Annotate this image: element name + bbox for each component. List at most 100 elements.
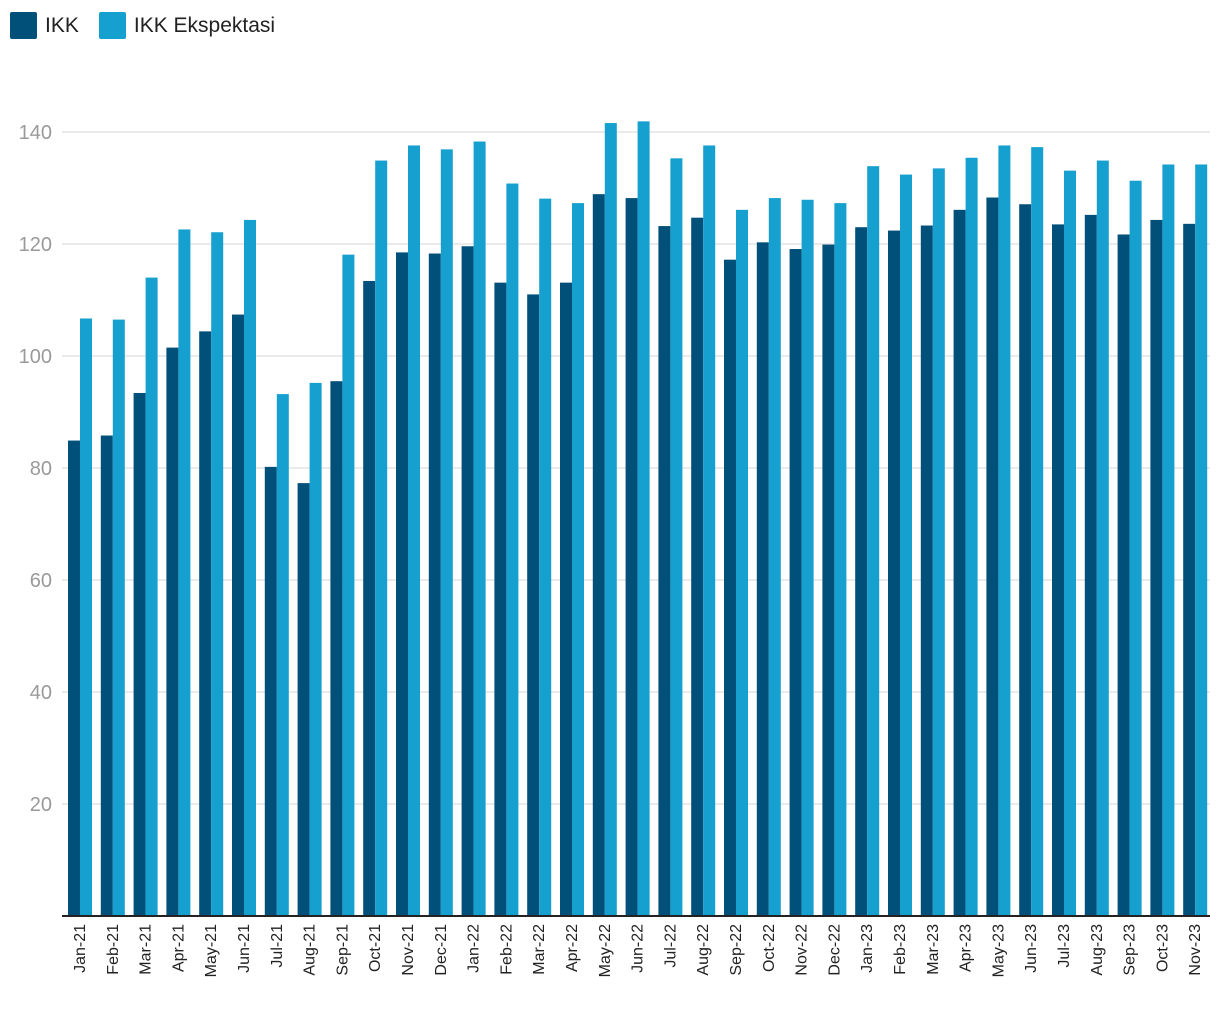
x-tick-label: May-23 (990, 924, 1007, 977)
bar-ikk-ekspektasi-jun-21[interactable] (244, 219, 256, 917)
bar-ikk-ekspektasi-may-21[interactable] (211, 232, 224, 917)
bar-ikk-jul-23[interactable] (1052, 224, 1064, 916)
bar-ikk-ekspektasi-jul-23[interactable] (1064, 170, 1076, 916)
y-tick-label: 120 (19, 234, 52, 256)
bar-ikk-apr-22[interactable] (560, 282, 572, 916)
y-tick-label: 140 (19, 122, 52, 144)
bar-ikk-ekspektasi-mar-23[interactable] (932, 168, 945, 916)
bars (68, 121, 1208, 917)
bar-ikk-ekspektasi-dec-22[interactable] (834, 203, 847, 916)
bar-ikk-ekspektasi-oct-21[interactable] (375, 160, 388, 916)
bar-ikk-mar-22[interactable] (527, 294, 540, 916)
legend-item-ikk-ekspektasi[interactable]: IKK Ekspektasi (98, 12, 275, 39)
bar-ikk-ekspektasi-aug-23[interactable] (1096, 160, 1109, 916)
bar-ikk-dec-21[interactable] (428, 253, 441, 916)
bar-ikk-ekspektasi-dec-21[interactable] (440, 149, 453, 917)
bar-ikk-ekspektasi-mar-22[interactable] (539, 198, 552, 916)
bar-ikk-jul-22[interactable] (658, 226, 671, 916)
x-tick-label: Mar-21 (138, 924, 155, 975)
bar-ikk-ekspektasi-oct-22[interactable] (768, 198, 781, 916)
bar-ikk-may-21[interactable] (199, 331, 212, 916)
legend-item-ikk[interactable]: IKK (10, 12, 79, 39)
x-tick-label: Dec-21 (433, 924, 450, 976)
x-tick-label: Jul-23 (1056, 924, 1073, 968)
bar-ikk-jul-21[interactable] (264, 466, 277, 916)
x-tick-label: Sep-21 (334, 924, 351, 976)
bar-ikk-ekspektasi-apr-22[interactable] (572, 203, 584, 916)
bar-ikk-ekspektasi-aug-22[interactable] (703, 145, 716, 916)
bar-ikk-ekspektasi-feb-21[interactable] (112, 319, 125, 917)
x-tick-label: Jan-22 (466, 924, 483, 973)
bar-ikk-ekspektasi-may-22[interactable] (604, 123, 617, 917)
bar-ikk-jan-21[interactable] (68, 440, 80, 916)
bar-ikk-nov-22[interactable] (789, 249, 802, 917)
bar-ikk-nov-23[interactable] (1183, 223, 1196, 917)
x-tick-label: Jan-23 (859, 924, 876, 973)
bar-ikk-dec-22[interactable] (822, 244, 835, 916)
bar-ikk-aug-23[interactable] (1084, 214, 1097, 916)
bar-ikk-ekspektasi-jun-22[interactable] (637, 121, 650, 917)
bar-ikk-aug-22[interactable] (691, 217, 704, 916)
x-tick-label: Apr-23 (958, 924, 975, 972)
bar-ikk-jun-23[interactable] (1019, 204, 1032, 917)
bar-ikk-oct-23[interactable] (1150, 219, 1163, 917)
bar-ikk-ekspektasi-jul-22[interactable] (670, 158, 683, 916)
bar-ikk-oct-22[interactable] (756, 242, 769, 916)
x-tick-label: May-21 (203, 924, 220, 977)
bar-ikk-oct-21[interactable] (363, 280, 376, 917)
bar-ikk-ekspektasi-nov-23[interactable] (1195, 164, 1208, 917)
bar-ikk-may-23[interactable] (986, 197, 999, 916)
bar-ikk-sep-23[interactable] (1117, 234, 1130, 917)
bar-ikk-apr-21[interactable] (166, 347, 179, 917)
bar-ikk-feb-23[interactable] (888, 230, 900, 916)
bar-ikk-mar-23[interactable] (920, 225, 933, 916)
bar-ikk-ekspektasi-aug-21[interactable] (309, 382, 322, 916)
x-axis-ticks: Jan-21 Feb-21 Mar-21 Apr-21 May-21 Jun-21 Jul-… (72, 924, 1204, 977)
bar-ikk-ekspektasi-apr-21[interactable] (178, 229, 191, 916)
bar-ikk-feb-21[interactable] (100, 435, 113, 916)
x-tick-label: Apr-22 (564, 924, 581, 972)
x-tick-label: Mar-22 (531, 924, 548, 975)
bar-ikk-jan-23[interactable] (855, 227, 868, 916)
bar-ikk-jan-22[interactable] (461, 246, 474, 917)
bar-ikk-ekspektasi-sep-22[interactable] (736, 209, 748, 917)
bar-ikk-jun-21[interactable] (232, 314, 244, 916)
bar-ikk-ekspektasi-jan-22[interactable] (473, 141, 486, 916)
bar-ikk-ekspektasi-jan-23[interactable] (867, 166, 880, 916)
legend: IKK IKK Ekspektasi (10, 12, 295, 39)
bar-ikk-feb-22[interactable] (494, 282, 507, 916)
bar-ikk-apr-23[interactable] (953, 209, 966, 917)
bar-ikk-ekspektasi-jun-23[interactable] (1031, 147, 1044, 916)
bar-ikk-may-22[interactable] (592, 194, 605, 916)
x-tick-label: Nov-22 (794, 924, 811, 976)
bar-ikk-sep-22[interactable] (724, 259, 736, 916)
bar-ikk-ekspektasi-jul-21[interactable] (276, 394, 289, 917)
bar-ikk-ekspektasi-nov-21[interactable] (408, 145, 420, 916)
bar-ikk-ekspektasi-feb-23[interactable] (900, 174, 912, 916)
x-tick-label: Aug-23 (1089, 924, 1106, 976)
bar-ikk-jun-22[interactable] (625, 198, 638, 916)
bar-ikk-ekspektasi-sep-21[interactable] (342, 254, 355, 916)
bar-ikk-ekspektasi-may-23[interactable] (998, 145, 1011, 916)
bar-ikk-sep-21[interactable] (330, 381, 343, 916)
bar-ikk-ekspektasi-feb-22[interactable] (506, 183, 519, 916)
y-tick-label: 20 (30, 794, 52, 816)
x-tick-label: Oct-23 (1154, 924, 1171, 972)
bar-ikk-ekspektasi-mar-21[interactable] (145, 277, 158, 917)
bar-ikk-aug-21[interactable] (297, 483, 310, 916)
x-tick-label: Mar-23 (925, 924, 942, 975)
bar-ikk-mar-21[interactable] (133, 392, 146, 917)
bar-ikk-ekspektasi-jan-21[interactable] (80, 318, 92, 917)
x-tick-label: Jan-21 (72, 924, 89, 973)
x-tick-label: May-22 (597, 924, 614, 977)
y-tick-label: 100 (19, 346, 52, 368)
bar-ikk-nov-21[interactable] (396, 252, 408, 916)
bar-ikk-ekspektasi-nov-22[interactable] (801, 199, 814, 916)
bar-ikk-ekspektasi-apr-23[interactable] (965, 157, 978, 916)
x-tick-label: Jun-21 (236, 924, 253, 973)
bar-ikk-ekspektasi-sep-23[interactable] (1129, 180, 1142, 917)
x-tick-label: Nov-23 (1187, 924, 1204, 976)
bar-ikk-ekspektasi-oct-23[interactable] (1162, 164, 1175, 917)
legend-label-ikk: IKK (45, 13, 79, 37)
